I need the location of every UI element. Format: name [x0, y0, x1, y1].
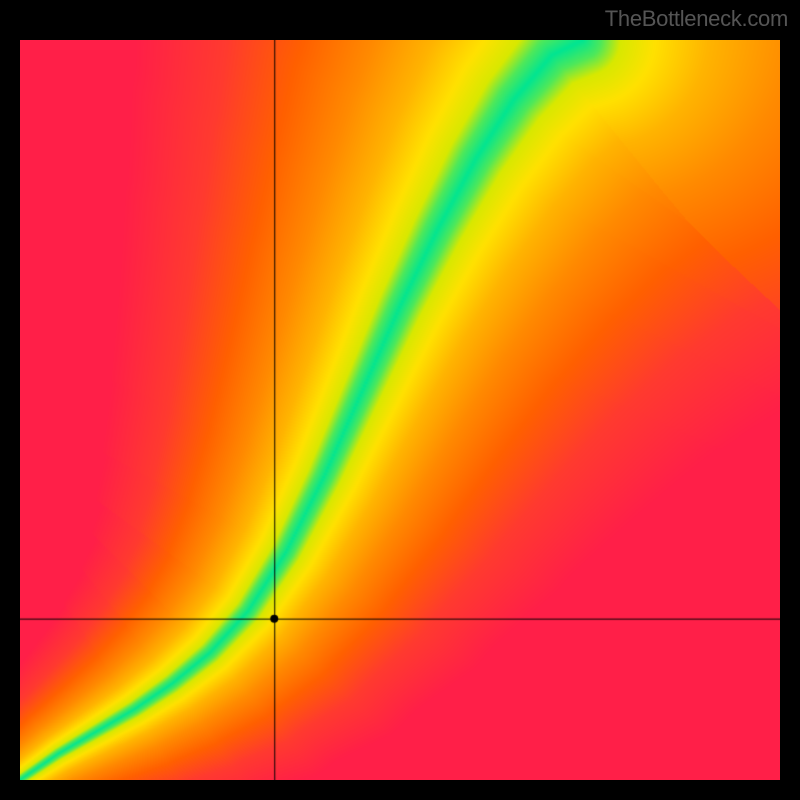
watermark-text: TheBottleneck.com [605, 6, 788, 32]
chart-container: TheBottleneck.com [0, 0, 800, 800]
crosshair-overlay [20, 40, 780, 780]
